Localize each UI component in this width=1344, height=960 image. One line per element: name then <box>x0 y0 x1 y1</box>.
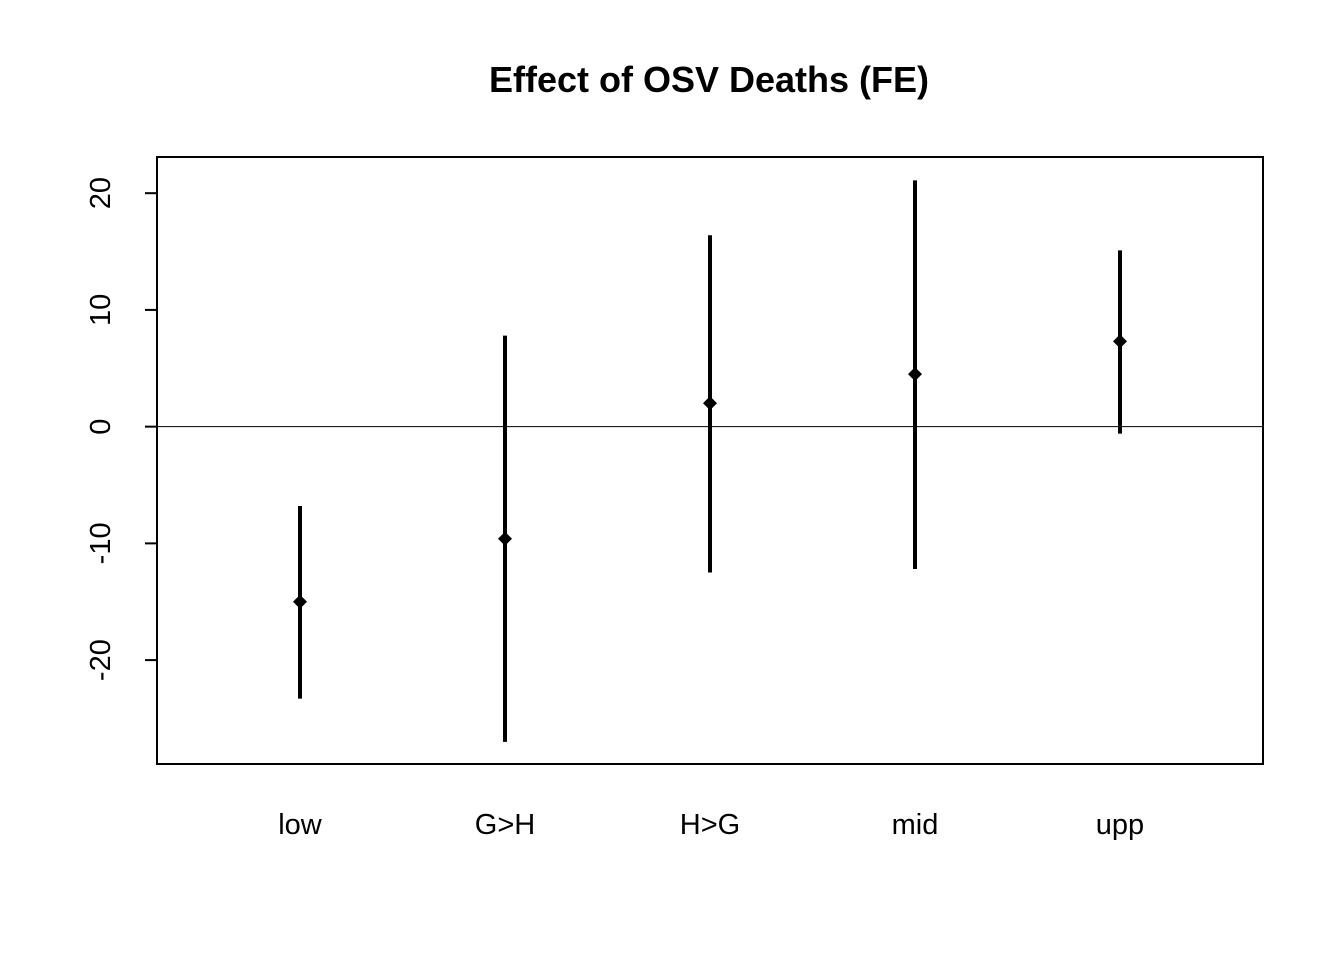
point-estimate <box>703 396 717 411</box>
point-estimate <box>1113 334 1127 349</box>
category-label: G>H <box>475 809 535 841</box>
chart-title: Effect of OSV Deaths (FE) <box>489 59 929 100</box>
category-label: mid <box>892 809 939 841</box>
category-label: H>G <box>680 809 740 841</box>
point-estimate <box>293 594 307 609</box>
y-tick-label: 10 <box>85 294 117 326</box>
y-tick-label: -20 <box>85 639 117 681</box>
error-bars-layer <box>293 180 1127 742</box>
y-tick-label: 0 <box>85 419 117 435</box>
category-label: upp <box>1096 809 1144 841</box>
point-estimate <box>498 531 512 546</box>
category-label: low <box>278 809 323 841</box>
point-estimate <box>908 367 922 382</box>
y-axis: -20 -10 0 10 20 <box>85 177 158 681</box>
y-tick-label: -10 <box>85 522 117 564</box>
x-axis-labels: low G>H H>G mid upp <box>278 809 1144 841</box>
y-tick-label: 20 <box>85 177 117 209</box>
